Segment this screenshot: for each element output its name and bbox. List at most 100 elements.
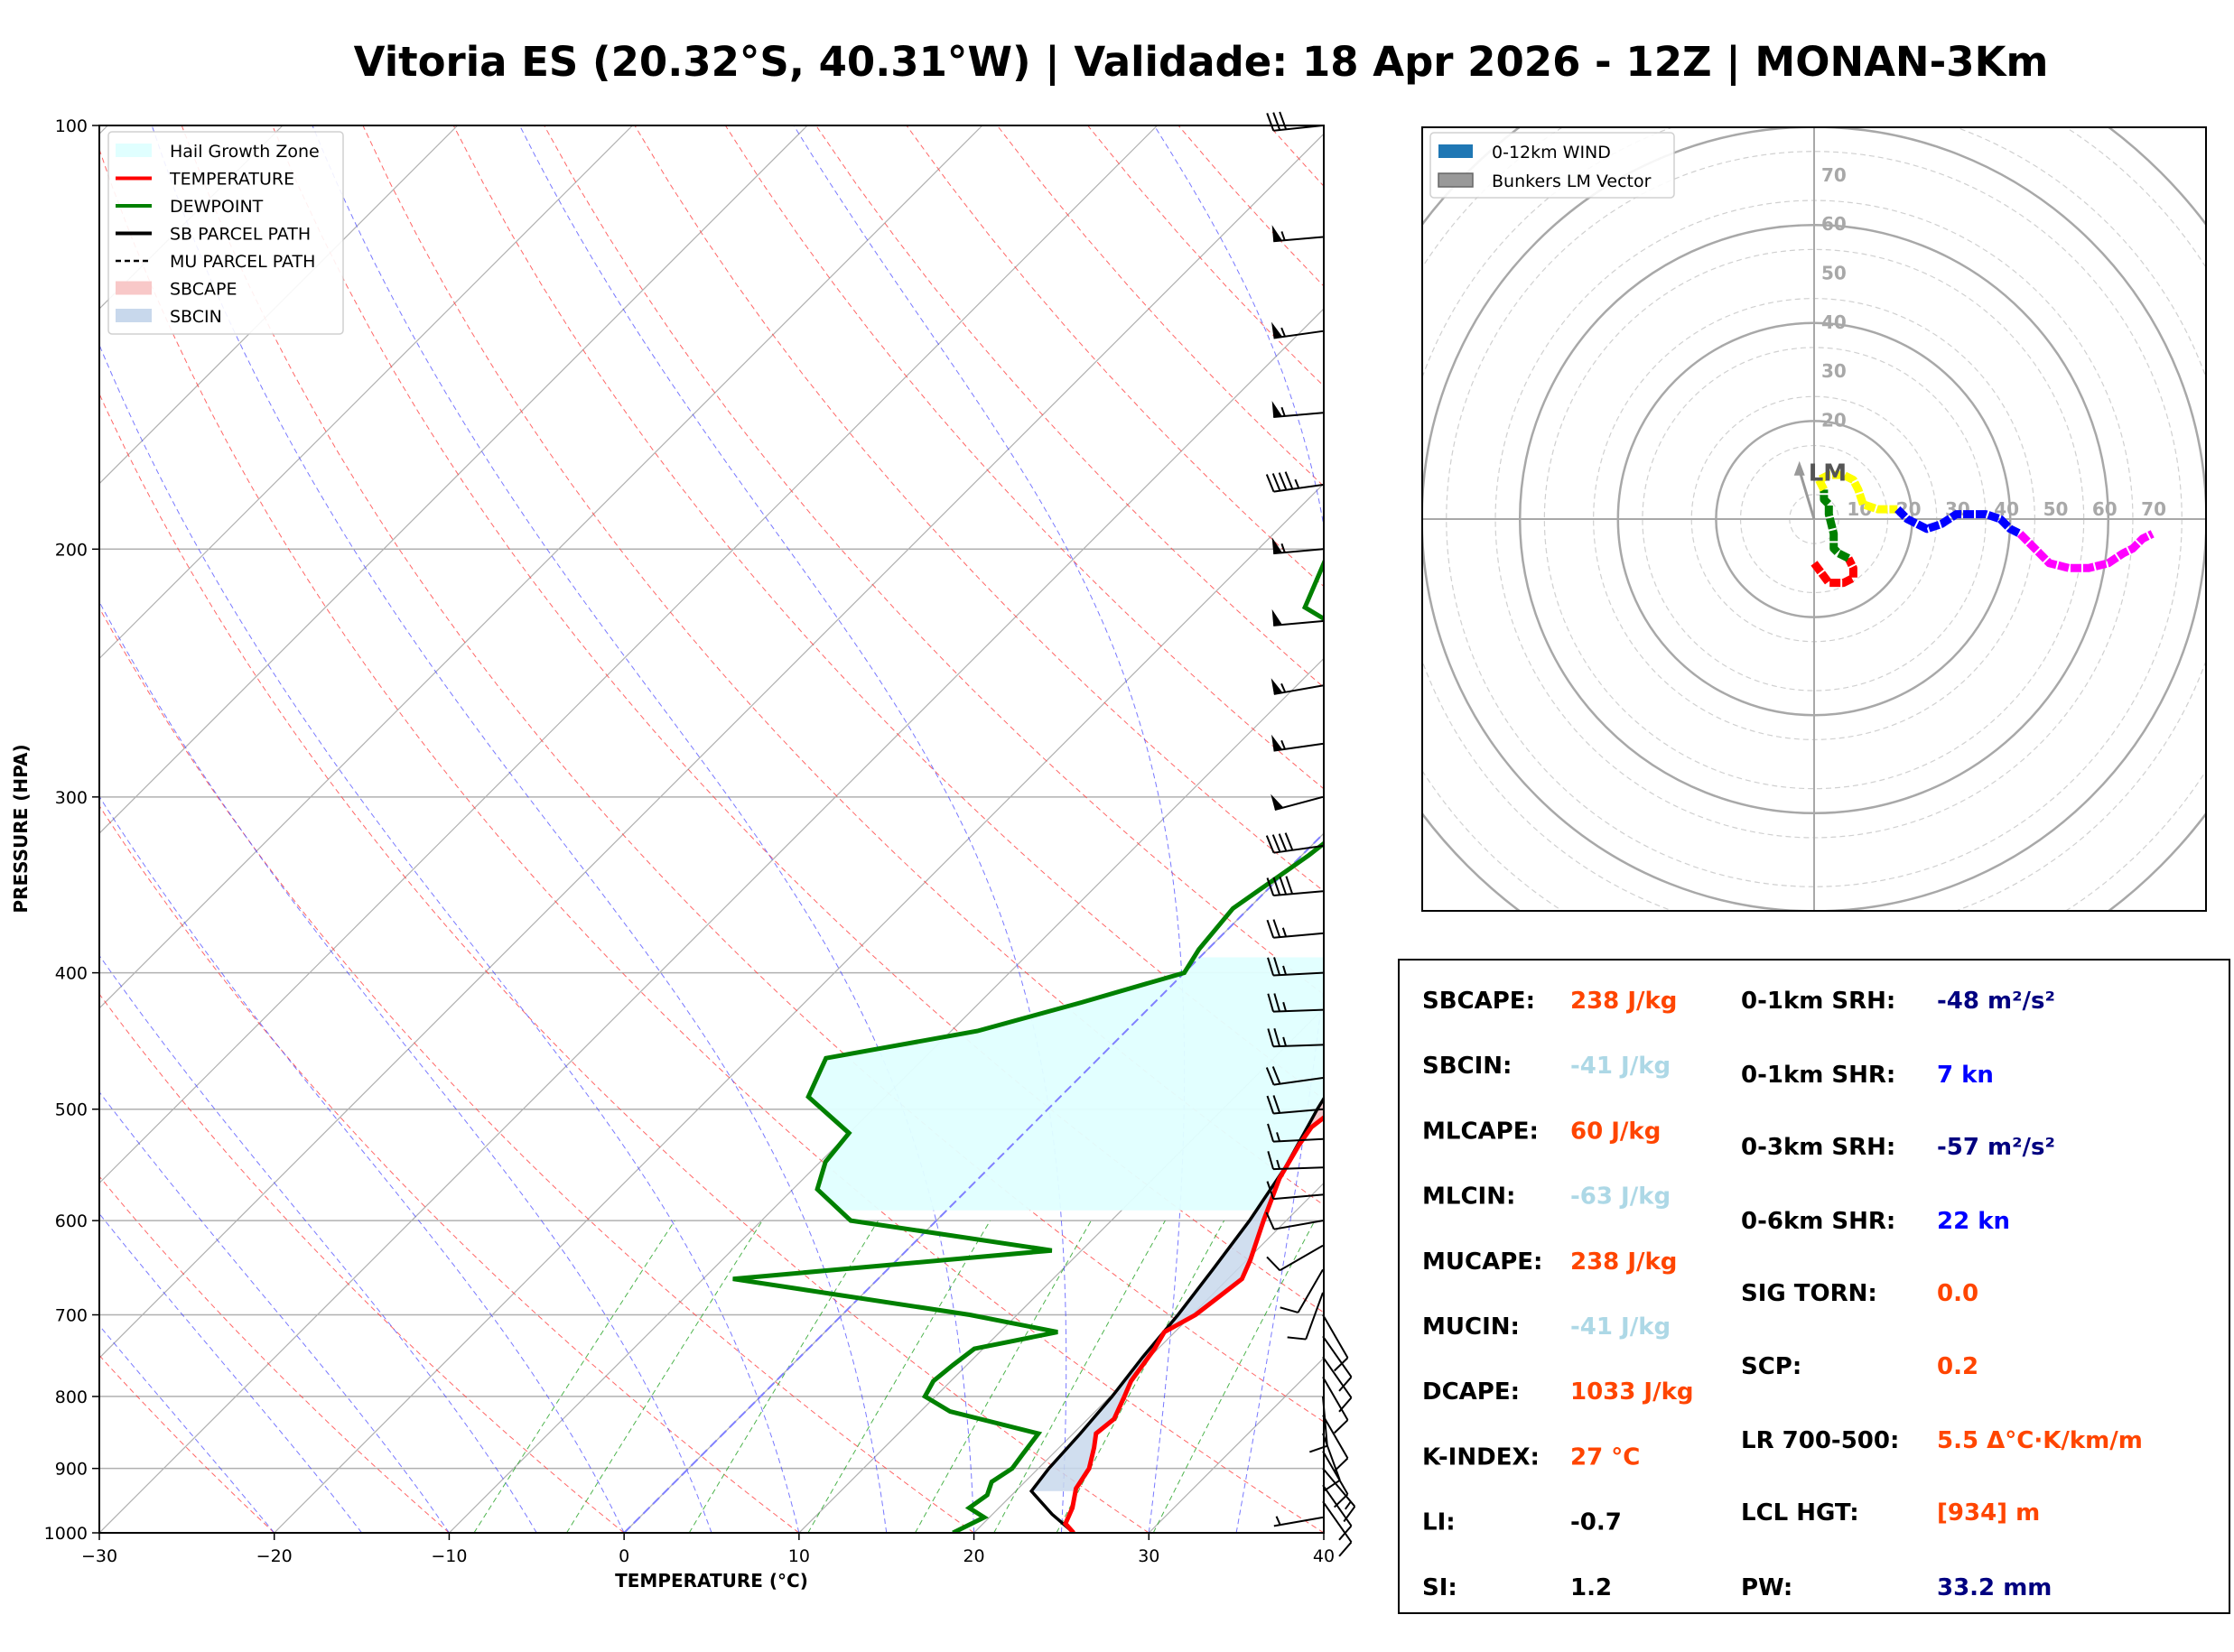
barb-pennant <box>1271 321 1283 339</box>
mixing-ratio-line <box>566 1220 763 1533</box>
barb-flag <box>1267 1123 1275 1142</box>
wind-barb <box>1280 1268 1324 1313</box>
barb-flag <box>1285 876 1294 895</box>
barb-flag <box>1284 471 1294 490</box>
skewt-frame <box>98 125 1325 1534</box>
legend-swatch <box>116 144 152 157</box>
wind-barb <box>1267 993 1324 1013</box>
legend-label: SBCAPE <box>170 280 237 300</box>
barb-staff <box>1272 1166 1324 1171</box>
param-label: SI: <box>1422 1574 1457 1601</box>
y-tick-label: 400 <box>55 964 88 984</box>
hodo-legend-label: Bunkers LM Vector <box>1492 172 1652 191</box>
wind-barb <box>1322 1433 1341 1492</box>
barb-flag <box>1266 877 1275 896</box>
param-value: -48 m²/s² <box>1937 988 2055 1015</box>
wind-barb <box>1265 832 1324 854</box>
barb-staff <box>1273 684 1324 695</box>
moist-adiabat <box>793 125 1186 1533</box>
barb-staff <box>1273 412 1324 419</box>
x-tick-label: 10 <box>788 1546 810 1566</box>
barb-flag <box>1272 919 1281 938</box>
bunkers-lm-vector <box>1798 469 1816 520</box>
legend-label: Hail Growth Zone <box>170 142 320 162</box>
hodo-wind-segment <box>1820 489 1851 562</box>
bunkers-lm-arrowhead <box>1793 460 1805 476</box>
hodo-ring-label-y: 60 <box>1821 213 1847 235</box>
param-value: 22 kn <box>1937 1208 2010 1235</box>
parameter-table: SBCAPE: 238 J/kg SBCIN: -41 J/kg MLCAPE: 60 J… <box>1398 959 2230 1614</box>
barb-pennant <box>1271 678 1283 694</box>
barb-staff <box>1274 795 1324 812</box>
mixing-ratio-line <box>473 1220 675 1533</box>
hodo-legend-swatch <box>1438 172 1474 188</box>
barb-pennant <box>1271 794 1284 811</box>
legend-label: SB PARCEL PATH <box>170 225 311 245</box>
hodo-legend-box <box>1429 132 1675 199</box>
param-value: 33.2 mm <box>1937 1574 2052 1601</box>
barb-flag <box>1267 957 1275 976</box>
isotherm <box>99 125 633 660</box>
barb-staff <box>1322 1396 1328 1446</box>
barb-staff <box>1273 125 1324 132</box>
y-tick-label: 700 <box>55 1306 88 1326</box>
dry-adiabat <box>181 125 1324 1423</box>
param-label: MUCAPE: <box>1422 1248 1542 1276</box>
isotherm <box>99 133 1324 1360</box>
param-label: SBCIN: <box>1422 1053 1512 1080</box>
barb-staff <box>1273 548 1324 555</box>
hodograph-frame <box>1421 126 2207 912</box>
wind-barb <box>1267 1123 1324 1143</box>
barb-flag <box>1267 993 1274 1012</box>
x-tick-label: 20 <box>963 1546 984 1566</box>
barb-staff <box>1322 1451 1349 1495</box>
bunkers-lm-label: LM <box>1809 460 1847 487</box>
param-label: 0-6km SHR: <box>1741 1208 1895 1235</box>
barb-staff <box>1273 1076 1324 1086</box>
hodograph-legend: 0-12km WIND Bunkers LM Vector <box>1429 132 1675 199</box>
wind-barb <box>1267 1027 1324 1048</box>
barb-flag <box>1284 832 1294 851</box>
skewt-diagram: −30 −20 −10 0 10 20 30 40 1000 900 800 700 600 500 400… <box>10 111 1356 1592</box>
param-label: LCL HGT: <box>1741 1499 1859 1527</box>
param-value: 1033 J/kg <box>1570 1378 1694 1406</box>
dry-adiabat <box>99 993 625 1533</box>
barb-staff <box>1322 1376 1349 1421</box>
barb-flag <box>1278 833 1288 852</box>
barb-flag <box>1333 1357 1349 1372</box>
wind-barb <box>1322 1500 1353 1557</box>
dewpoint-line <box>732 557 1324 1533</box>
mixing-ratio-line <box>915 1220 1092 1533</box>
y-tick-label: 200 <box>55 540 88 560</box>
moist-adiabat <box>99 343 800 1533</box>
barb-staff <box>1273 1516 1324 1527</box>
barb-staff <box>1273 845 1324 854</box>
barb-flag <box>1308 1444 1328 1453</box>
y-tick-label: 900 <box>55 1460 88 1480</box>
param-value: 238 J/kg <box>1570 988 1677 1015</box>
wind-barb <box>1273 1516 1324 1527</box>
hodo-ring-label-y: 70 <box>1821 164 1847 186</box>
barb-staff <box>1322 1335 1353 1378</box>
barb-staff <box>1273 1193 1324 1201</box>
param-label: SIG TORN: <box>1741 1280 1877 1307</box>
hodo-ring-label-x: 60 <box>2092 498 2118 520</box>
dry-adiabat <box>99 393 1150 1533</box>
x-tick-label: −20 <box>256 1546 293 1566</box>
legend-label: TEMPERATURE <box>169 170 294 190</box>
barb-half-flag <box>1281 927 1288 937</box>
x-tick-label: 30 <box>1138 1546 1159 1566</box>
mixing-ratio-line <box>1152 1220 1316 1533</box>
barb-half-flag <box>1282 965 1288 976</box>
barb-staff <box>1322 1468 1356 1508</box>
param-value: 0.0 <box>1937 1280 1978 1307</box>
legend-box <box>107 131 344 335</box>
dry-adiabat <box>634 125 1324 892</box>
wind-barb <box>1271 678 1324 695</box>
barb-staff <box>1322 1484 1353 1527</box>
barb-flag <box>1338 1541 1353 1557</box>
dry-adiabat <box>544 125 1324 996</box>
moist-adiabat <box>151 125 888 1533</box>
freezing-isotherm <box>623 831 1324 1533</box>
